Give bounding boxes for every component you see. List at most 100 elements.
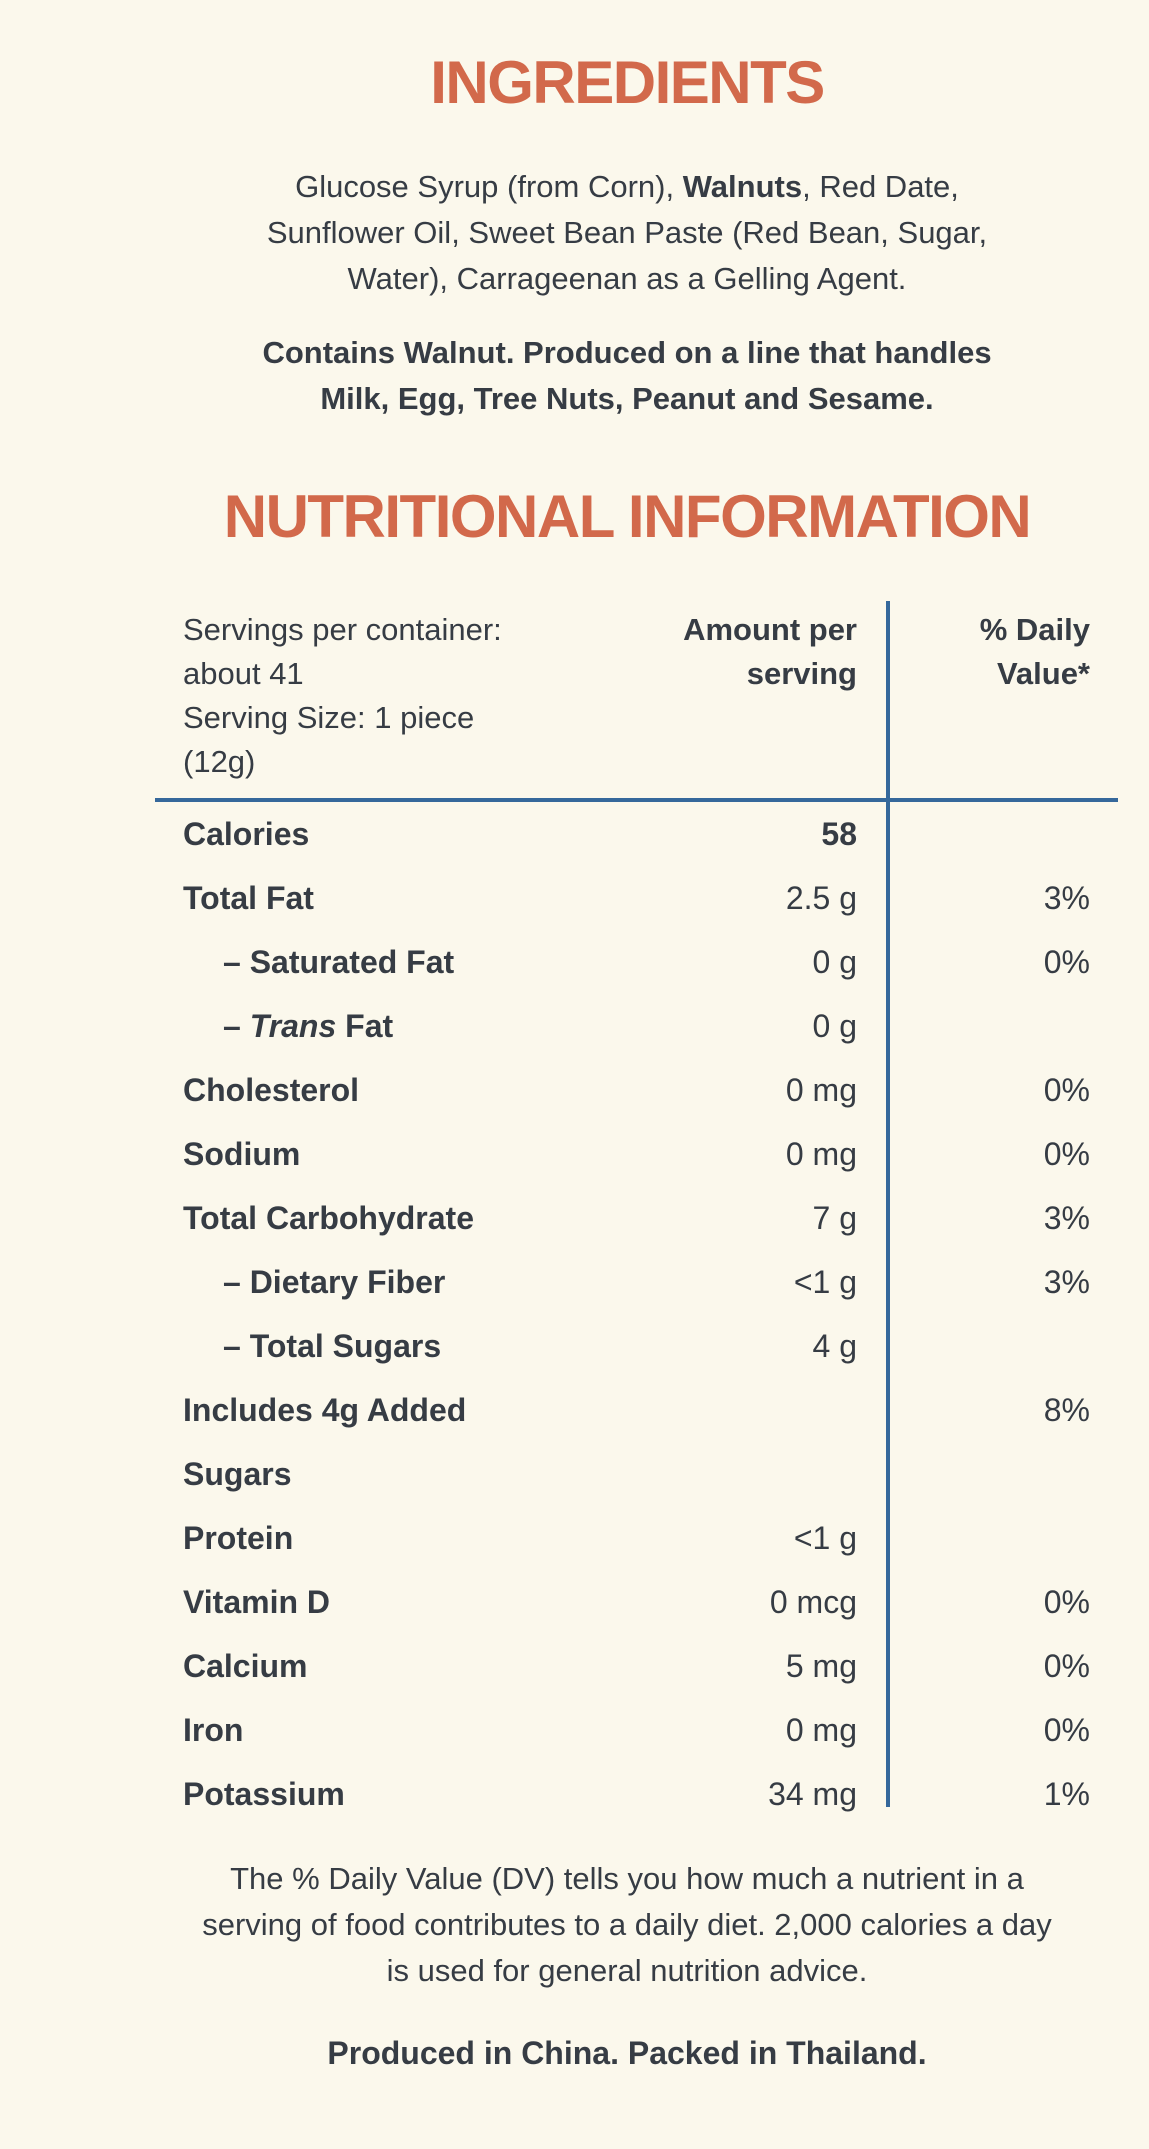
nutrient-label: Cholesterol	[183, 1058, 563, 1122]
ingredients-title: INGREDIENTS	[430, 49, 825, 116]
nutrient-label-part: Trans	[249, 1008, 337, 1044]
nutrition-row: Potassium 34 mg 1%	[0, 1762, 1149, 1826]
nutrient-label: – Total Sugars	[183, 1314, 563, 1378]
nutrient-label: Potassium	[183, 1762, 563, 1826]
nutrient-label-part: –	[223, 1008, 250, 1044]
nutrition-title: NUTRITIONAL INFORMATION	[223, 483, 1032, 550]
nutrition-table-body: Calories 58 Total Fat 2.5 g 3% – Saturated Fa…	[0, 802, 1149, 1826]
ingredients-text-part: , Red Date,	[802, 169, 959, 204]
nutrient-daily-value: 1%	[1043, 1776, 1090, 1812]
nutrient-amount	[563, 1378, 857, 1506]
ingredients-text-part: Glucose Syrup (from Corn),	[295, 169, 683, 204]
nutrient-daily-value: 3%	[1043, 880, 1090, 916]
nutrition-row: Cholesterol 0 mg 0%	[0, 1058, 1149, 1122]
nutrient-label: Includes 4g Added Sugars	[183, 1378, 563, 1506]
nutrient-daily-value	[857, 1506, 1090, 1570]
nutrient-label-text: Includes 4g Added Sugars	[183, 1392, 467, 1492]
nutrient-daily-value: 0%	[1043, 1712, 1090, 1748]
dv-footnote-line: The % Daily Value (DV) tells you how muc…	[230, 1861, 1024, 1896]
nutrient-label: – Saturated Fat	[183, 930, 563, 994]
column-divider-line	[886, 601, 890, 1807]
dv-footnote-line: is used for general nutrition advice.	[386, 1953, 868, 1988]
nutrient-amount: 5 mg	[785, 1648, 857, 1684]
nutrient-daily-value: 0%	[1043, 1136, 1090, 1172]
nutrient-amount: 0 mg	[785, 1136, 857, 1172]
nutrition-row: Vitamin D 0 mcg 0%	[0, 1570, 1149, 1634]
nutrient-daily-value: 0%	[1043, 944, 1090, 980]
nutrient-amount: 0 mg	[785, 1712, 857, 1748]
amount-column-header: Amount per serving	[563, 608, 857, 784]
nutrient-label-text: Iron	[183, 1712, 244, 1748]
nutrition-table-header: Servings per container: about 41 Serving…	[0, 608, 1149, 784]
nutrient-label: Protein	[183, 1506, 563, 1570]
nutrient-label: – Trans Fat	[183, 994, 563, 1058]
daily-value-column-header-text: % Daily Value*	[979, 612, 1090, 691]
nutrient-label: – Dietary Fiber	[183, 1250, 563, 1314]
nutrient-label-text: – Dietary Fiber	[223, 1264, 446, 1300]
nutrient-label: Total Fat	[183, 866, 563, 930]
nutrient-amount: 2.5 g	[785, 880, 857, 916]
ingredients-text: Glucose Syrup (from Corn), Walnuts, Red …	[105, 164, 1149, 302]
nutrition-row: Iron 0 mg 0%	[0, 1698, 1149, 1762]
nutrient-daily-value	[857, 802, 1090, 866]
nutrient-amount: 58	[821, 816, 857, 852]
nutrient-label: Calories	[183, 802, 563, 866]
nutrient-daily-value: 3%	[1043, 1200, 1090, 1236]
serving-info-line: (12g)	[183, 744, 256, 779]
nutrient-daily-value	[857, 994, 1090, 1058]
nutrient-daily-value	[857, 1314, 1090, 1378]
nutrient-label-text: Sodium	[183, 1136, 301, 1172]
nutrient-label: Iron	[183, 1698, 563, 1762]
nutrient-amount: 7 g	[812, 1200, 857, 1236]
nutrient-amount: 4 g	[812, 1328, 857, 1364]
nutrition-row: – Trans Fat 0 g	[0, 994, 1149, 1058]
nutrient-label: Vitamin D	[183, 1570, 563, 1634]
serving-info: Servings per container: about 41 Serving…	[183, 608, 563, 784]
nutrient-amount: <1 g	[793, 1264, 857, 1300]
serving-info-line: Servings per container:	[183, 612, 502, 647]
nutrition-row: Sodium 0 mg 0%	[0, 1122, 1149, 1186]
nutrition-row: Includes 4g Added Sugars 8%	[0, 1378, 1149, 1506]
allergen-line-1: Contains Walnut. Produced on a line that…	[262, 335, 992, 370]
nutrient-amount: 0 mcg	[769, 1584, 857, 1620]
nutrient-daily-value: 0%	[1043, 1072, 1090, 1108]
nutrient-label-part: Fat	[336, 1008, 394, 1044]
ingredients-line-1: Glucose Syrup (from Corn), Walnuts, Red …	[105, 164, 1149, 210]
daily-value-column-header: % Daily Value*	[857, 608, 1090, 784]
nutrient-label: Calcium	[183, 1634, 563, 1698]
nutrient-amount: 0 g	[812, 944, 857, 980]
serving-info-line: about 41	[183, 656, 304, 691]
nutrient-amount: <1 g	[793, 1520, 857, 1556]
nutrition-row: Total Fat 2.5 g 3%	[0, 866, 1149, 930]
amount-column-header-text: Amount per serving	[683, 612, 857, 691]
nutrition-row: Calories 58	[0, 802, 1149, 866]
nutrient-amount: 34 mg	[768, 1776, 857, 1812]
nutrition-row: – Total Sugars 4 g	[0, 1314, 1149, 1378]
nutrient-label-text: – Saturated Fat	[223, 944, 455, 980]
nutrient-label-text: – Total Sugars	[223, 1328, 442, 1364]
nutrient-daily-value: 3%	[1043, 1264, 1090, 1300]
nutrient-label-text: Total Carbohydrate	[183, 1200, 474, 1236]
dv-footnote-line: serving of food contributes to a daily d…	[202, 1907, 1052, 1942]
nutrient-daily-value: 0%	[1043, 1584, 1090, 1620]
dv-footnote: The % Daily Value (DV) tells you how muc…	[105, 1856, 1149, 1994]
allergen-statement: Contains Walnut. Produced on a line that…	[105, 330, 1149, 422]
nutrient-label: Total Carbohydrate	[183, 1186, 563, 1250]
nutrient-daily-value: 8%	[1043, 1392, 1090, 1428]
nutrient-label-text: Calories	[183, 816, 310, 852]
allergen-line-2: Milk, Egg, Tree Nuts, Peanut and Sesame.	[320, 381, 934, 416]
nutrition-row: Protein <1 g	[0, 1506, 1149, 1570]
nutrient-label-text: Potassium	[183, 1776, 345, 1812]
serving-info-line: Serving Size: 1 piece	[183, 700, 475, 735]
nutrient-daily-value: 0%	[1043, 1648, 1090, 1684]
origin-statement: Produced in China. Packed in Thailand.	[327, 2035, 927, 2071]
nutrient-label-text: Cholesterol	[183, 1072, 360, 1108]
nutrient-label: Sodium	[183, 1122, 563, 1186]
nutrient-label-text: Protein	[183, 1520, 294, 1556]
nutrient-label-text: Calcium	[183, 1648, 308, 1684]
header-divider-line	[155, 798, 1118, 802]
nutrition-row: Calcium 5 mg 0%	[0, 1634, 1149, 1698]
nutrition-row: – Saturated Fat 0 g 0%	[0, 930, 1149, 994]
nutrition-row: Total Carbohydrate 7 g 3%	[0, 1186, 1149, 1250]
